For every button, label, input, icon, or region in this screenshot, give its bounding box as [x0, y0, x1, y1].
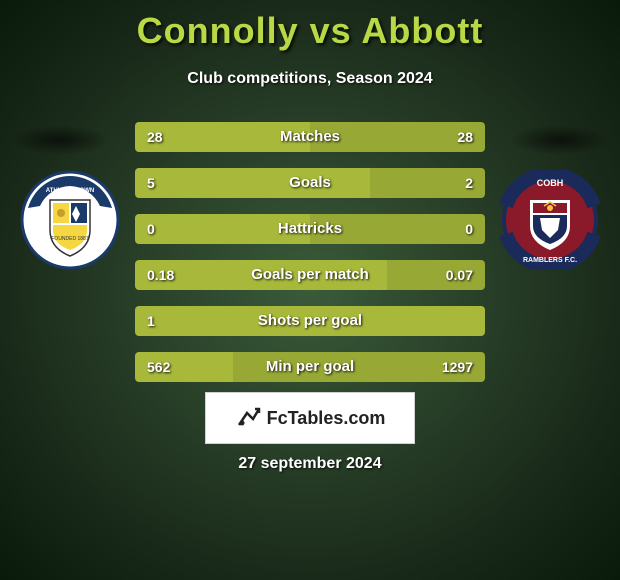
brand-box[interactable]: FcTables.com [205, 392, 415, 444]
comparison-title: Connolly vs Abbott [0, 0, 620, 52]
comparison-date: 27 september 2024 [0, 455, 620, 473]
club-crest-left: ATHLONE TOWN FOUNDED 1887 [20, 170, 120, 270]
stat-row-goals-per-match: 0.180.07Goals per match [135, 260, 485, 290]
stat-row-matches: 2828Matches [135, 122, 485, 152]
stat-row-goals: 52Goals [135, 168, 485, 198]
player-shadow-right [510, 125, 610, 155]
stats-bars-container: 2828Matches 52Goals 00Hattricks 0.180.07Goa… [135, 122, 485, 398]
stat-label: Goals per match [135, 260, 485, 290]
stat-label: Shots per goal [135, 306, 485, 336]
player-shadow-left [10, 125, 110, 155]
stat-label: Min per goal [135, 352, 485, 382]
stat-row-hattricks: 00Hattricks [135, 214, 485, 244]
svg-text:RAMBLERS F.C.: RAMBLERS F.C. [523, 257, 577, 264]
comparison-subtitle: Club competitions, Season 2024 [0, 70, 620, 88]
svg-text:FOUNDED 1887: FOUNDED 1887 [51, 236, 88, 242]
brand-text: FcTables.com [267, 408, 386, 429]
stat-label: Hattricks [135, 214, 485, 244]
fctables-logo-icon [235, 405, 261, 431]
club-crest-right: COBH RAMBLERS F.C. [500, 170, 600, 270]
stat-row-shots-per-goal: 1Shots per goal [135, 306, 485, 336]
svg-text:ATHLONE TOWN: ATHLONE TOWN [46, 188, 94, 194]
svg-text:COBH: COBH [537, 178, 564, 188]
stat-row-min-per-goal: 5621297Min per goal [135, 352, 485, 382]
stat-label: Goals [135, 168, 485, 198]
stat-label: Matches [135, 122, 485, 152]
